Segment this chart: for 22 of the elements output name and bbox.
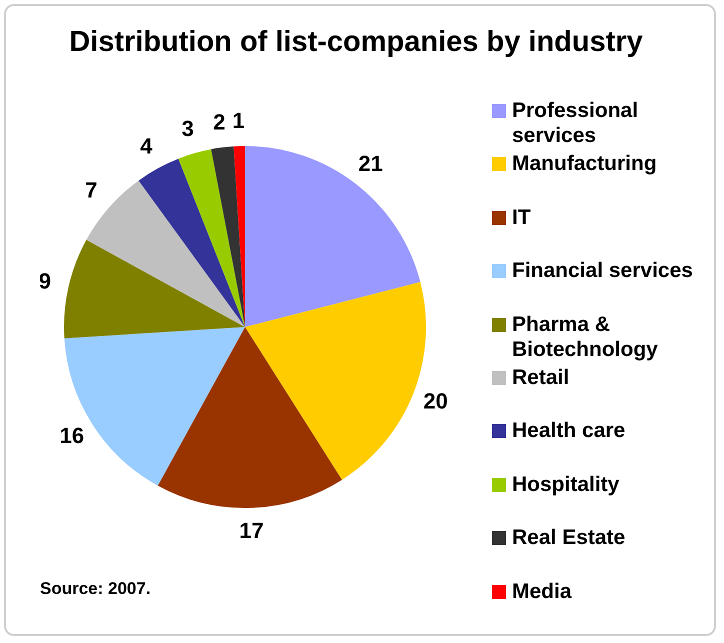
data-label: 7 — [85, 177, 98, 202]
legend-label: Financial services — [512, 258, 693, 284]
legend-label: Retail — [512, 365, 570, 390]
data-label: 3 — [182, 116, 194, 142]
legend-label: Hospitality — [512, 472, 620, 497]
data-label: 17 — [239, 518, 264, 543]
legend-label: Professional services — [512, 98, 640, 148]
data-label: 20 — [423, 388, 448, 414]
data-label: 21 — [358, 151, 383, 176]
data-label: 16 — [60, 422, 84, 448]
legend-label: Real Estate — [512, 525, 626, 550]
data-label: 2 — [213, 110, 226, 135]
legend-label: IT — [512, 204, 531, 230]
chart-title: Distribution of list-companies by industry — [68, 26, 644, 59]
legend-label: Media — [512, 578, 572, 604]
legend-label: Pharma & Biotechnology — [512, 312, 659, 362]
data-label: 4 — [140, 133, 154, 158]
legend-label: Manufacturing — [512, 151, 657, 176]
data-label: 9 — [38, 268, 52, 294]
legend-label: Health care — [512, 418, 626, 444]
data-label: 1 — [232, 108, 245, 134]
source-note: Source: 2007. — [40, 578, 152, 600]
